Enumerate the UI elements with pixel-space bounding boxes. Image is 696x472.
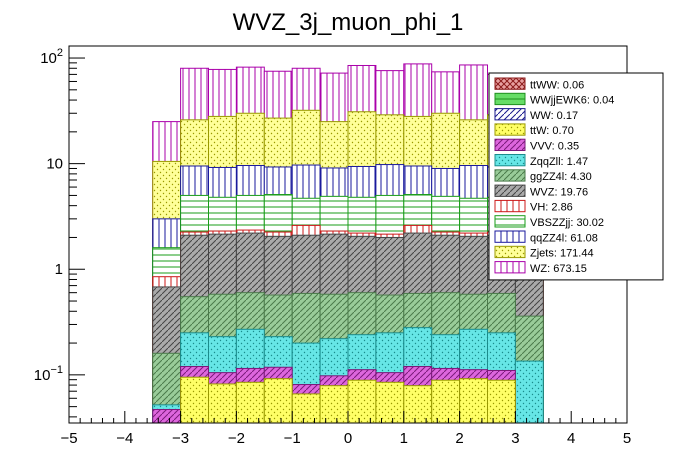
bar-ttW-bin-2: [208, 383, 237, 424]
chart-title: WVZ_3j_muon_phi_1: [233, 9, 464, 36]
legend-swatch: [494, 154, 526, 167]
legend-entry-VVV: VVV: 0.35: [494, 138, 579, 153]
legend-entry-ttWW: ttWW: 0.06: [494, 77, 584, 91]
bar-VVV-bin-0: [152, 408, 182, 424]
legend-label: WWjjEWK6: 0.04: [530, 95, 614, 107]
legend-label: ggZZ4l: 4.30: [530, 171, 592, 183]
y-tick-label: 1: [55, 261, 63, 278]
x-tick-label: −2: [228, 430, 245, 447]
bar-ttW-bin-4: [263, 378, 293, 424]
legend-swatch: [494, 245, 526, 259]
y-axis: 10−1 1 10 102: [34, 47, 85, 418]
x-tick-label: −1: [284, 430, 301, 447]
y-tick-label: 102: [40, 47, 63, 67]
legend-entry-Zjets: Zjets: 171.44: [494, 245, 594, 260]
bar-ttW-bin-12: [487, 379, 516, 424]
bar-ttW-bin-8: [375, 381, 405, 424]
series-ttW: [180, 376, 516, 424]
bar-ttW-bin-11: [459, 378, 489, 424]
histogram-bars: [152, 63, 544, 424]
bar-ttW-bin-3: [235, 381, 265, 424]
legend: ttWW: 0.06 WWjjEWK6: 0.04 WW: 0.17 ttW: 0.7…: [488, 72, 664, 281]
x-tick-label: −5: [60, 430, 77, 447]
legend-swatch: [494, 138, 526, 151]
x-tick-label: 4: [567, 430, 575, 447]
bar-ZqqZll-bin-13: [514, 360, 544, 424]
legend-swatch: [494, 108, 526, 121]
bar-ttW-bin-9: [403, 385, 433, 424]
legend-swatch: [494, 169, 526, 182]
legend-label: WVZ: 19.76: [530, 186, 588, 198]
legend-swatch: [494, 230, 526, 243]
legend-entry-VBSZZjj: VBSZZjj: 30.02: [494, 215, 604, 229]
legend-entry-WW: WW: 0.17: [494, 108, 578, 122]
legend-entry-WWjjEWK6: WWjjEWK6: 0.04: [494, 92, 614, 107]
legend-label: qqZZ4l: 61.08: [530, 232, 598, 244]
legend-entry-WVZ: WVZ: 19.76: [494, 184, 588, 198]
y-tick-label: 10: [46, 156, 63, 173]
x-tick-label: 0: [344, 430, 352, 447]
bar-ttW-bin-5: [291, 393, 321, 424]
legend-swatch: [494, 184, 526, 197]
x-tick-label: −3: [172, 430, 189, 447]
legend-swatch: [494, 92, 526, 106]
legend-swatch: [494, 77, 526, 90]
x-axis: −5 −4 −3 −2 −1 0 1 2 3 4 5: [60, 411, 631, 447]
legend-label: WZ: 673.15: [530, 263, 587, 275]
legend-entry-ttW: ttW: 0.70: [494, 123, 574, 137]
x-tick-label: −4: [116, 430, 133, 447]
x-tick-label: 2: [455, 430, 463, 447]
bar-ttW-bin-1: [180, 376, 210, 424]
bar-ttW-bin-10: [431, 379, 461, 424]
legend-label: ZqqZll: 1.47: [530, 156, 588, 168]
legend-entry-VH: VH: 2.86: [494, 199, 573, 214]
legend-label: ttW: 0.70: [530, 125, 574, 137]
legend-label: ttWW: 0.06: [530, 79, 584, 91]
legend-label: VH: 2.86: [530, 202, 573, 214]
legend-label: WW: 0.17: [530, 110, 578, 122]
x-tick-label: 5: [623, 430, 631, 447]
legend-label: VVV: 0.35: [530, 141, 579, 153]
x-tick-label: 3: [511, 430, 519, 447]
legend-entry-ZqqZll: ZqqZll: 1.47: [494, 154, 588, 168]
x-tick-label: 1: [400, 430, 408, 447]
legend-swatch: [494, 199, 526, 213]
legend-swatch: [494, 123, 526, 136]
legend-swatch: [494, 261, 526, 274]
legend-entry-qqZZ4l: qqZZ4l: 61.08: [494, 230, 598, 244]
legend-swatch: [494, 215, 526, 228]
legend-entry-WZ: WZ: 673.15: [494, 261, 587, 275]
y-tick-label: 10−1: [34, 364, 63, 384]
bar-ttW-bin-7: [347, 379, 377, 424]
bar-ttW-bin-6: [319, 385, 349, 424]
legend-label: VBSZZjj: 30.02: [530, 217, 604, 229]
legend-label: Zjets: 171.44: [530, 248, 594, 260]
legend-entry-ggZZ4l: ggZZ4l: 4.30: [494, 169, 592, 183]
